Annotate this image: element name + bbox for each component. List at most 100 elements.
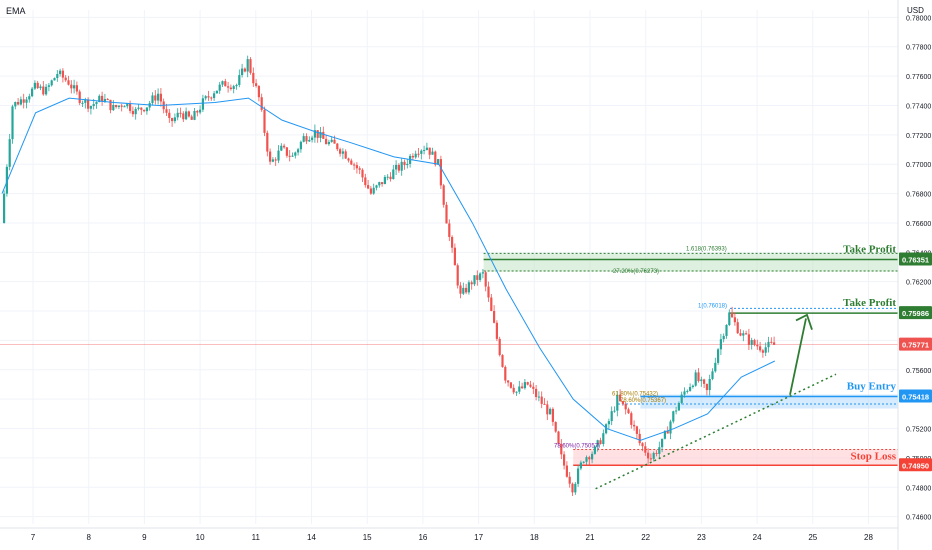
candle-body: [756, 344, 759, 347]
candle-body: [593, 446, 596, 454]
candle-body: [215, 90, 218, 94]
candle-body: [425, 147, 428, 150]
candle-body: [459, 285, 462, 294]
candle-body: [411, 155, 414, 158]
take-profit-2-label: Take Profit: [843, 297, 896, 309]
y-tick-label: 0.77000: [906, 162, 931, 169]
candle-body: [350, 160, 353, 165]
candle-body: [761, 350, 764, 353]
candle-body: [3, 193, 6, 223]
candle-body: [451, 236, 454, 248]
candle-body: [703, 379, 706, 384]
y-tick-label: 0.77800: [906, 45, 931, 52]
candle-body: [204, 96, 207, 99]
candle-body: [568, 476, 571, 484]
fib-label: 61.80%(0.75432): [612, 391, 658, 397]
y-tick-label: 0.77400: [906, 103, 931, 110]
candle-body: [358, 168, 361, 170]
candle-body: [582, 461, 585, 463]
candle-body: [308, 139, 311, 142]
candle-body: [453, 247, 456, 266]
candle-body: [736, 322, 739, 334]
candle-body: [235, 84, 238, 87]
candle-body: [484, 272, 487, 287]
candle-body: [596, 440, 599, 447]
candle-body: [375, 185, 378, 188]
candle-body: [263, 109, 266, 133]
sl-price-tag-bg: [899, 458, 932, 472]
candle-body: [56, 74, 59, 79]
candle-body: [196, 111, 199, 113]
ema-line-path: [1, 97, 776, 441]
candle-body: [624, 403, 627, 410]
candle-body: [420, 150, 423, 154]
candle-body: [529, 384, 532, 387]
buy-zone: [640, 394, 898, 409]
candle-body: [81, 102, 84, 104]
candle-body: [249, 59, 252, 73]
x-tick-label: 14: [307, 533, 316, 542]
candle-body: [414, 153, 417, 158]
candle-body: [535, 388, 538, 397]
candle-body: [557, 431, 560, 444]
candle-body: [759, 346, 762, 351]
fib-label: 78.60%(0.75367): [620, 398, 666, 404]
candle-body: [17, 102, 20, 105]
candle-body: [25, 99, 28, 103]
candle-body: [187, 111, 190, 117]
candle-body: [210, 97, 213, 99]
candle-body: [448, 223, 451, 237]
candle-body: [73, 85, 76, 89]
candle-body: [613, 410, 616, 412]
candle-body: [686, 390, 689, 392]
candle-body: [154, 95, 157, 101]
candle-body: [39, 86, 42, 89]
indicator-label[interactable]: EMA: [6, 6, 26, 16]
candle-body: [630, 413, 633, 425]
candle-body: [112, 104, 115, 111]
candle-body: [260, 97, 263, 110]
candle-body: [417, 153, 420, 155]
candle-body: [299, 141, 302, 150]
candle-body: [115, 104, 118, 107]
y-tick-label: 0.77200: [906, 133, 931, 140]
candle-body: [537, 396, 540, 398]
candle-body: [213, 93, 216, 98]
candle-body: [378, 182, 381, 186]
candle-body: [389, 176, 392, 180]
tp1-price-tag-bg: [899, 252, 932, 266]
candle-body: [353, 164, 356, 166]
candle-body: [423, 149, 426, 151]
candle-body: [495, 322, 498, 339]
candle-body: [677, 402, 680, 411]
candle-body: [179, 112, 182, 114]
candle-body: [325, 138, 328, 145]
candle-body: [605, 424, 608, 434]
current-price-tag: 0.75771: [902, 341, 929, 350]
candle-body: [621, 401, 624, 404]
candle-body: [207, 96, 210, 98]
candle-body: [322, 131, 325, 139]
candle-body: [285, 147, 288, 156]
candle-body: [501, 355, 504, 367]
candle-body: [551, 408, 554, 422]
candle-body: [87, 99, 90, 109]
candle-body: [619, 394, 622, 402]
sl-zone: [573, 449, 898, 466]
candle-body: [53, 78, 56, 81]
candle-body: [675, 410, 678, 412]
candle-body: [297, 149, 300, 153]
candle-body: [339, 149, 342, 154]
sl-price-tag: 0.74950: [902, 461, 929, 470]
candle-body: [336, 143, 339, 150]
candle-body: [129, 103, 132, 111]
candle-body: [456, 265, 459, 286]
candle-body: [171, 118, 174, 122]
candle-body: [224, 81, 227, 87]
x-tick-label: 22: [641, 533, 650, 542]
candle-body: [669, 421, 672, 434]
candle-body: [649, 458, 652, 460]
candle-body: [767, 341, 770, 348]
candle-body: [255, 83, 258, 86]
